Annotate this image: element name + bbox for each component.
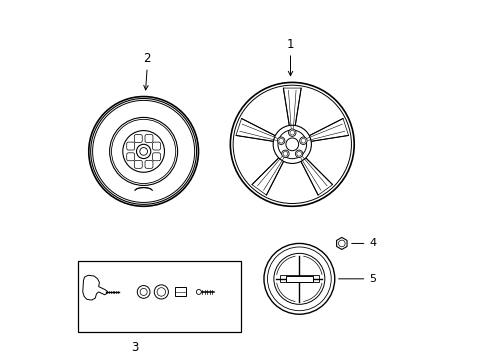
FancyBboxPatch shape — [134, 135, 142, 143]
FancyBboxPatch shape — [145, 161, 153, 168]
Circle shape — [140, 148, 147, 155]
FancyBboxPatch shape — [145, 135, 153, 143]
Circle shape — [295, 150, 302, 158]
Text: 5: 5 — [368, 274, 376, 284]
Circle shape — [136, 144, 150, 158]
Polygon shape — [336, 238, 346, 249]
Polygon shape — [283, 88, 301, 134]
Bar — [285, 276, 312, 282]
Polygon shape — [297, 152, 332, 195]
Polygon shape — [82, 275, 107, 300]
Circle shape — [281, 150, 288, 158]
Circle shape — [122, 131, 164, 172]
Text: 3: 3 — [131, 341, 139, 354]
Circle shape — [301, 138, 305, 143]
Circle shape — [289, 130, 294, 135]
Text: 2: 2 — [143, 52, 151, 65]
Polygon shape — [301, 118, 348, 143]
Text: 4: 4 — [368, 238, 376, 248]
Bar — [175, 287, 186, 296]
FancyBboxPatch shape — [152, 142, 160, 150]
Circle shape — [277, 137, 285, 144]
Circle shape — [285, 138, 298, 151]
FancyBboxPatch shape — [126, 142, 134, 150]
Circle shape — [278, 138, 283, 143]
Polygon shape — [251, 152, 287, 195]
Circle shape — [288, 129, 295, 136]
Circle shape — [283, 152, 287, 156]
Polygon shape — [236, 118, 282, 143]
Circle shape — [273, 125, 311, 163]
Circle shape — [299, 137, 306, 144]
Circle shape — [196, 289, 201, 294]
Bar — [279, 275, 318, 282]
Circle shape — [296, 152, 301, 156]
Text: 1: 1 — [286, 37, 294, 50]
FancyBboxPatch shape — [152, 153, 160, 161]
FancyBboxPatch shape — [126, 153, 134, 161]
Bar — [78, 261, 241, 332]
Circle shape — [277, 130, 306, 159]
FancyBboxPatch shape — [134, 161, 142, 168]
